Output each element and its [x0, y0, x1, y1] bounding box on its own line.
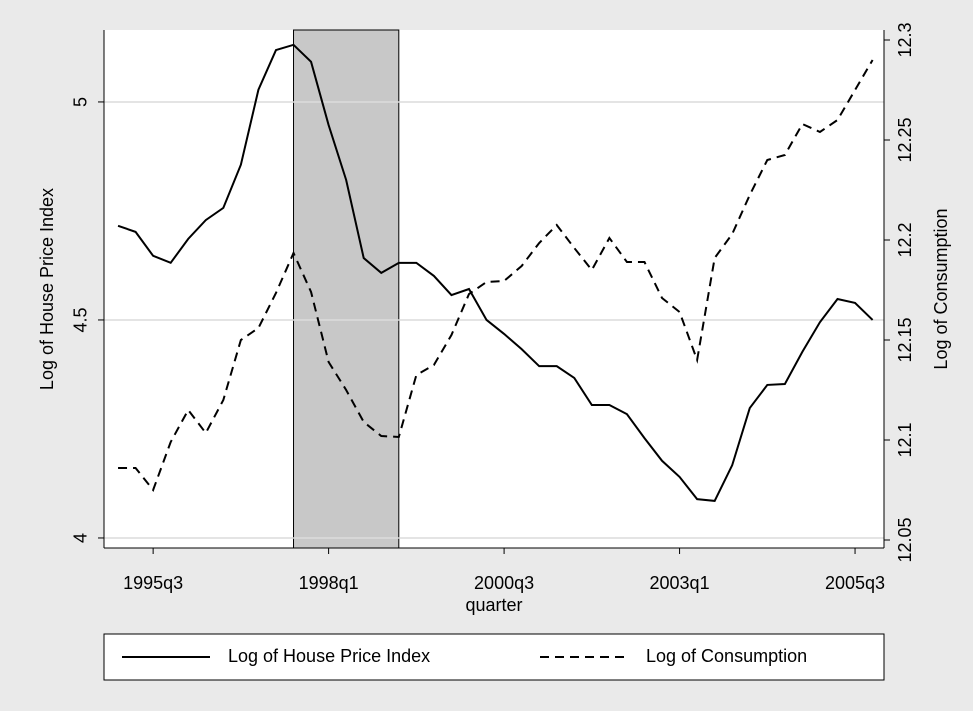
- y2-tick-label: 12.2: [895, 222, 915, 257]
- y-tick-label: 5: [71, 97, 91, 107]
- x-axis-title: quarter: [465, 595, 522, 615]
- y2-tick-label: 12.3: [895, 22, 915, 57]
- legend-label: Log of Consumption: [646, 646, 807, 666]
- x-tick-label: 2005q3: [825, 573, 885, 593]
- x-tick-label: 1995q3: [123, 573, 183, 593]
- x-tick-label: 1998q1: [299, 573, 359, 593]
- series-line: [118, 59, 874, 493]
- shaded-region: [293, 29, 400, 549]
- legend: [103, 633, 885, 681]
- plot-area: [104, 30, 884, 548]
- y2-tick-label: 12.25: [895, 117, 915, 162]
- y2-tick-label: 12.15: [895, 317, 915, 362]
- y-axis-title: Log of House Price Index: [37, 188, 57, 390]
- y2-tick-label: 12.1: [895, 422, 915, 457]
- x-tick-label: 2003q1: [650, 573, 710, 593]
- y-tick-label: 4.5: [71, 307, 91, 332]
- y2-axis-title: Log of Consumption: [931, 208, 951, 369]
- legend-label: Log of House Price Index: [228, 646, 430, 666]
- x-tick-label: 2000q3: [474, 573, 534, 593]
- y-tick-label: 4: [71, 533, 91, 543]
- series-line: [117, 43, 874, 502]
- y2-tick-label: 12.05: [895, 517, 915, 562]
